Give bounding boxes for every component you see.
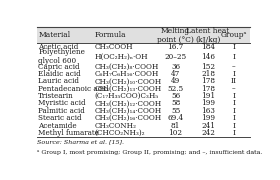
Text: 218: 218: [201, 70, 215, 78]
Text: –: –: [232, 63, 235, 71]
Text: I: I: [232, 53, 235, 61]
Bar: [37, 27, 250, 43]
Text: I: I: [232, 70, 235, 78]
Text: 152: 152: [201, 63, 215, 71]
Text: Formula: Formula: [95, 31, 126, 39]
Text: Material: Material: [38, 31, 70, 39]
Text: CH₃COOH: CH₃COOH: [95, 43, 133, 51]
Text: ᵃ Group I, most promising; Group II, promising; and –, insufficient data.: ᵃ Group I, most promising; Group II, pro…: [37, 150, 263, 155]
Text: 56: 56: [171, 92, 180, 100]
Text: Stearic acid: Stearic acid: [38, 114, 82, 122]
Text: I: I: [232, 107, 235, 115]
Text: Myristic acid: Myristic acid: [38, 100, 86, 107]
Text: 199: 199: [201, 114, 215, 122]
Text: 49: 49: [171, 77, 180, 85]
Text: I: I: [232, 92, 235, 100]
Text: (CHCO₂NH₃)₂: (CHCO₂NH₃)₂: [95, 129, 145, 137]
Text: 55: 55: [171, 107, 180, 115]
Text: 199: 199: [201, 100, 215, 107]
Text: C₆H₇C₆H₁₆·COOH: C₆H₇C₆H₁₆·COOH: [95, 70, 159, 78]
Text: 47: 47: [171, 70, 180, 78]
Text: CH₃(CH₂)₁₆·COOH: CH₃(CH₂)₁₆·COOH: [95, 114, 162, 122]
Text: Source: Sharma et al. [15].: Source: Sharma et al. [15].: [37, 140, 124, 144]
Text: 36: 36: [171, 63, 180, 71]
Text: 16.7: 16.7: [167, 43, 184, 51]
Text: CH₃(CH₂)₁₀·COOH: CH₃(CH₂)₁₀·COOH: [95, 77, 162, 85]
Text: CH₃(CH₂)₈·COOH: CH₃(CH₂)₈·COOH: [95, 63, 159, 71]
Text: Polyethylene
glycol 600: Polyethylene glycol 600: [38, 48, 85, 65]
Text: I: I: [232, 114, 235, 122]
Text: CH₃(CH₂)₁₂·COOH: CH₃(CH₂)₁₂·COOH: [95, 100, 162, 107]
Text: 69.4: 69.4: [167, 114, 184, 122]
Text: CH₃(CH₂)₁₄·COOH: CH₃(CH₂)₁₄·COOH: [95, 107, 162, 115]
Text: 163: 163: [201, 107, 215, 115]
Text: 178: 178: [201, 77, 215, 85]
Text: 184: 184: [201, 43, 215, 51]
Text: Lauric acid: Lauric acid: [38, 77, 79, 85]
Text: –: –: [232, 85, 235, 93]
Text: Acetic acid: Acetic acid: [38, 43, 79, 51]
Text: Palmitic acid: Palmitic acid: [38, 107, 85, 115]
Text: 241: 241: [201, 122, 215, 130]
Text: 146: 146: [201, 53, 215, 61]
Text: 20–25: 20–25: [164, 53, 186, 61]
Text: 178: 178: [201, 85, 215, 93]
Text: CH₃(CH₂)₁₃·COOH: CH₃(CH₂)₁₃·COOH: [95, 85, 162, 93]
Text: 58: 58: [171, 100, 180, 107]
Text: 52.5: 52.5: [167, 85, 184, 93]
Text: (C₁₇H₃₅COO)C₃H₅: (C₁₇H₃₅COO)C₃H₅: [95, 92, 159, 100]
Text: 81: 81: [171, 122, 180, 130]
Text: I: I: [232, 122, 235, 130]
Text: 242: 242: [201, 129, 215, 137]
Text: Methyl fumarate: Methyl fumarate: [38, 129, 99, 137]
Text: Pentadecanoic acid: Pentadecanoic acid: [38, 85, 109, 93]
Text: I: I: [232, 43, 235, 51]
Text: Tristearin: Tristearin: [38, 92, 74, 100]
Text: CH₃CONH₂: CH₃CONH₂: [95, 122, 137, 130]
Text: Capric acid: Capric acid: [38, 63, 80, 71]
Text: I: I: [232, 100, 235, 107]
Text: I: I: [232, 129, 235, 137]
Text: II: II: [230, 77, 237, 85]
Text: H(OC₂H₂)ₙ·OH: H(OC₂H₂)ₙ·OH: [95, 53, 148, 61]
Text: Latent heat
(kJ/kg): Latent heat (kJ/kg): [186, 26, 230, 44]
Text: 102: 102: [169, 129, 183, 137]
Text: 191: 191: [201, 92, 215, 100]
Text: Melting
point (°C): Melting point (°C): [157, 26, 194, 44]
Text: Groupᵃ: Groupᵃ: [220, 31, 247, 39]
Text: Elaidic acid: Elaidic acid: [38, 70, 81, 78]
Text: Acetamide: Acetamide: [38, 122, 77, 130]
